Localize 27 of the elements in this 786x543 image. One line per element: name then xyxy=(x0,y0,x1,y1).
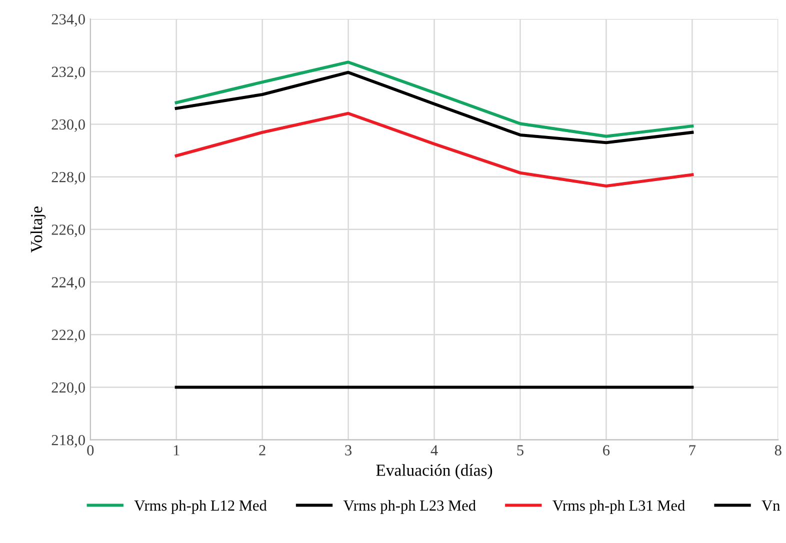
y-tick-label: 228,0 xyxy=(52,172,85,184)
y-tick-label: 234,0 xyxy=(52,14,85,27)
y-tick-label: 232,0 xyxy=(52,66,85,80)
legend-label: Vn xyxy=(762,500,780,511)
x-axis-title: Evaluación (días) xyxy=(376,464,492,480)
x-tick-label: 3 xyxy=(345,445,352,456)
y-tick-label: 226,0 xyxy=(52,224,85,238)
x-tick-label: 2 xyxy=(259,445,266,456)
y-tick-label: 220,0 xyxy=(52,382,85,395)
x-tick-label: 1 xyxy=(174,445,180,456)
legend-label: Vrms ph-ph L31 Med xyxy=(552,500,685,514)
legend-label: Vrms ph-ph L12 Med xyxy=(134,500,267,514)
legend-label: Vrms ph-ph L23 Med xyxy=(343,500,476,514)
line-series xyxy=(174,70,694,144)
line-series xyxy=(174,60,694,138)
x-tick-label: 0 xyxy=(87,445,94,456)
x-tick-label: 8 xyxy=(774,445,782,456)
y-axis-title: Voltaje xyxy=(30,206,46,253)
x-tick-label: 4 xyxy=(430,445,438,456)
x-tick-label: 7 xyxy=(689,445,696,456)
y-tick-label: 224,0 xyxy=(52,277,85,290)
x-tick-label: 6 xyxy=(603,445,610,456)
x-tick-label: 5 xyxy=(517,445,524,456)
y-tick-label: 218,0 xyxy=(52,434,85,448)
y-tick-label: 222,0 xyxy=(52,330,85,342)
y-tick-label: 230,0 xyxy=(52,119,85,132)
line-series xyxy=(174,112,694,188)
